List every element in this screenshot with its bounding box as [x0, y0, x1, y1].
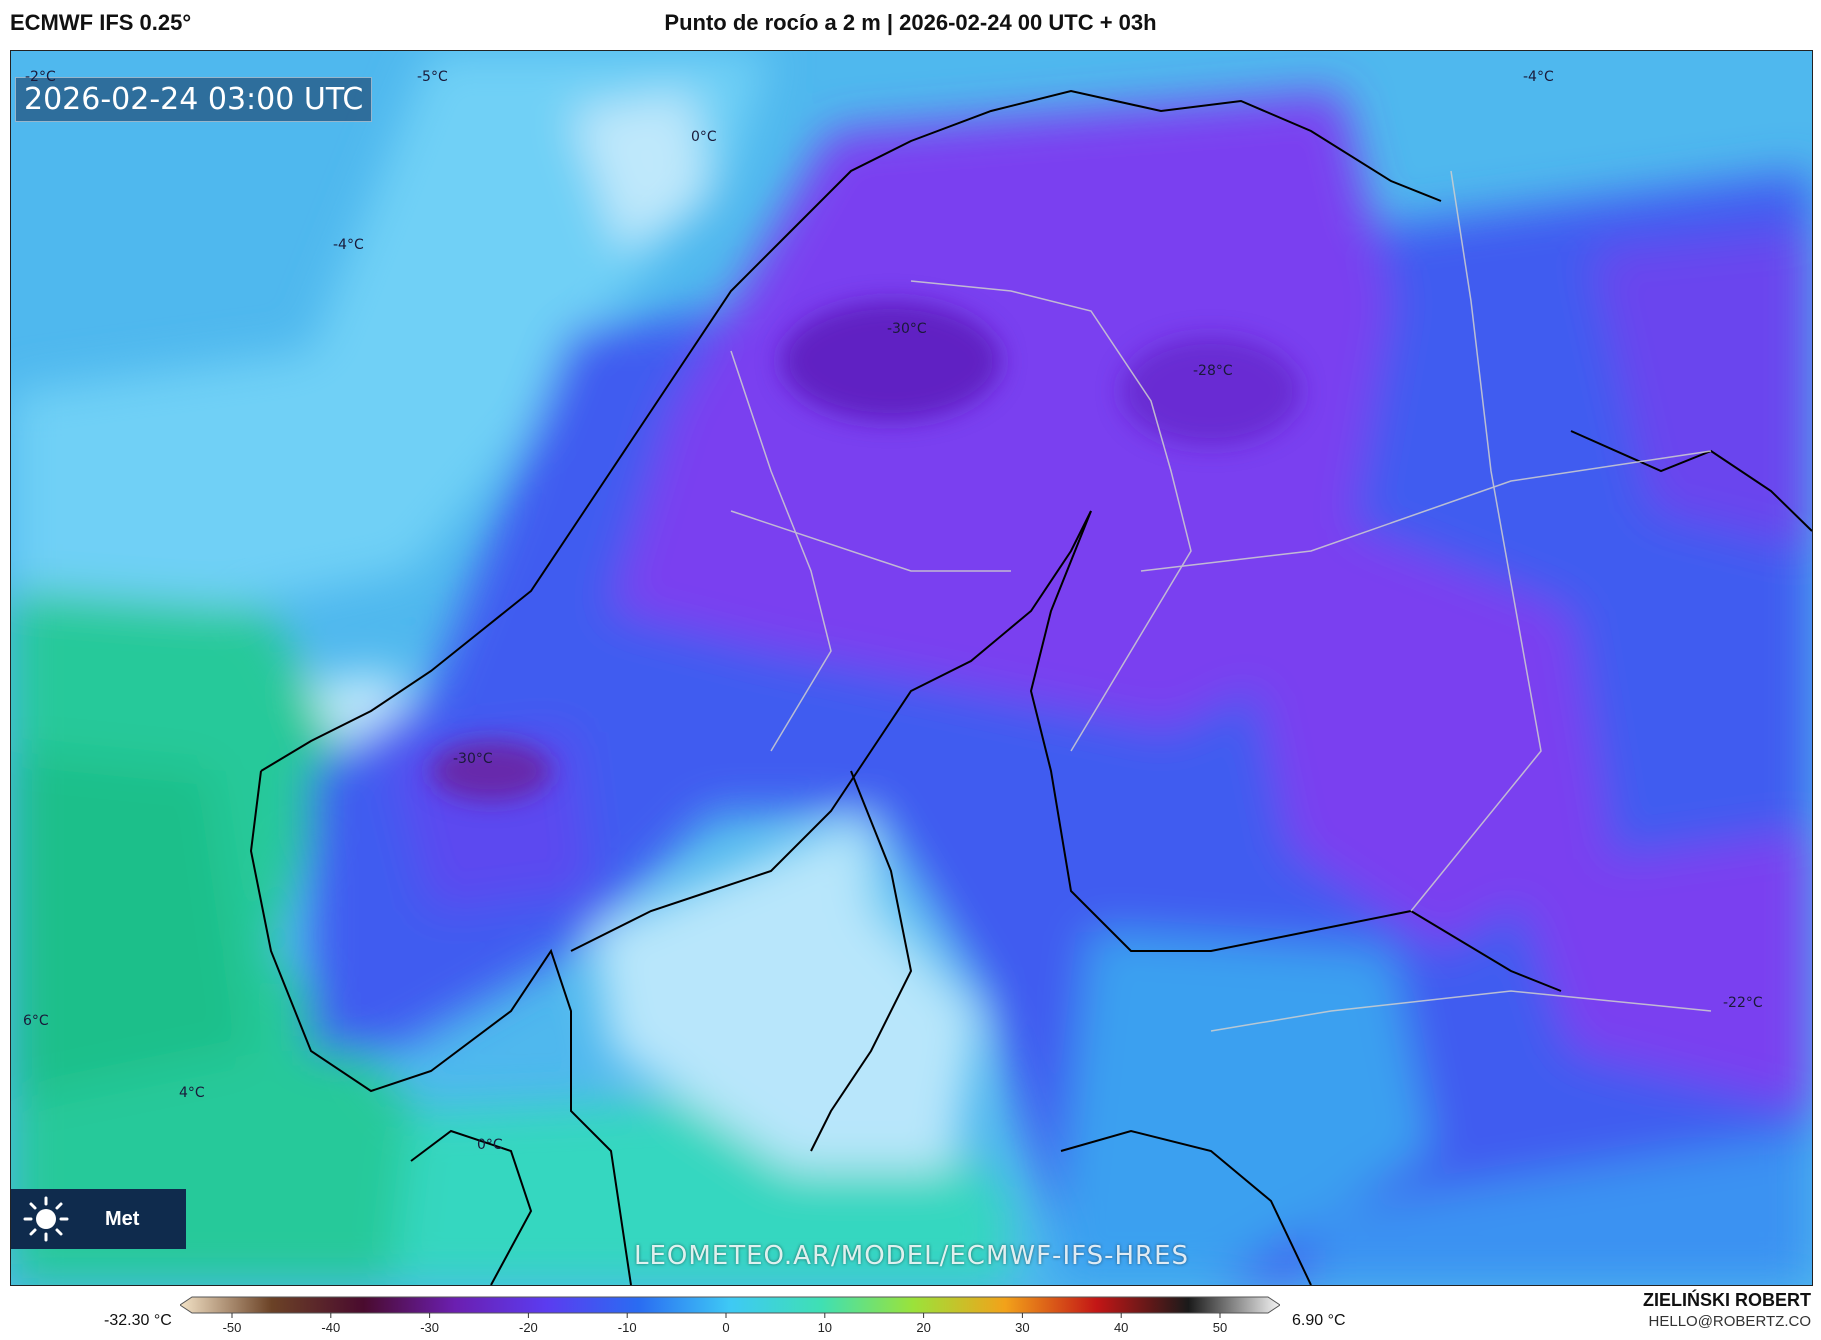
contour-label: 6°C	[23, 1013, 49, 1029]
colorbar-tick-label: 50	[1213, 1320, 1227, 1335]
colorbar-tick-label: -40	[321, 1320, 340, 1335]
coastlines	[249, 89, 1812, 1285]
colorbar-tick-label: -20	[519, 1320, 538, 1335]
contour-label: 0°C	[477, 1137, 503, 1153]
contour-label: -2°C	[25, 69, 56, 85]
colorbar-tick-label: -10	[618, 1320, 637, 1335]
dewpoint-field	[11, 51, 1812, 1285]
brand-logo[interactable]: Met	[11, 1189, 186, 1249]
contour-label: -30°C	[887, 321, 927, 337]
colorbar-tick-label: 30	[1015, 1320, 1029, 1335]
author-name: ZIELIŃSKI ROBERT	[1642, 1290, 1811, 1310]
contour-label: -5°C	[417, 69, 448, 85]
valid-time-label: 2026-02-24 03:00 UTC	[15, 77, 373, 122]
contour-label: -28°C	[1193, 363, 1233, 379]
source-watermark: LEOMETEO.AR/MODEL/ECMWF-IFS-HRES	[633, 1241, 1190, 1271]
contour-label: -4°C	[333, 237, 364, 253]
country-borders	[730, 170, 1712, 1032]
colorbar-tick-label: -50	[223, 1320, 242, 1335]
contour-label: -4°C	[1523, 69, 1554, 85]
model-name: ECMWF IFS 0.25°	[10, 10, 192, 35]
dewpoint-map	[11, 51, 1812, 1285]
colorbar-tick-label: 10	[818, 1320, 832, 1335]
colorbar-min-label: -32.30 °C	[104, 1312, 172, 1329]
contour-label: -22°C	[1723, 995, 1763, 1011]
sun-icon	[23, 1196, 69, 1242]
contour-label: -30°C	[453, 751, 493, 767]
colorbar-ramp	[180, 1296, 1280, 1314]
map-panel[interactable]: 2026-02-24 03:00 UTC -2°C -5°C 0°C -4°C …	[10, 50, 1813, 1286]
colorbar: -50 -40 -30 -20 -10 0 10 20 30 40 50	[180, 1296, 1280, 1335]
author-email[interactable]: HELLO@ROBERTZ.CO	[1648, 1313, 1811, 1330]
colorbar-tick-label: 20	[916, 1320, 930, 1335]
map-title: Punto de rocío a 2 m | 2026-02-24 00 UTC…	[664, 10, 1157, 35]
contour-label: 4°C	[179, 1085, 205, 1101]
colorbar-tick-label: -30	[420, 1320, 439, 1335]
contour-label: 0°C	[691, 129, 717, 145]
colorbar-max-label: 6.90 °C	[1292, 1312, 1346, 1329]
colorbar-tick-label: 0	[722, 1320, 729, 1335]
logo-text: Met	[105, 1207, 140, 1230]
colorbar-tick-label: 40	[1114, 1320, 1128, 1335]
